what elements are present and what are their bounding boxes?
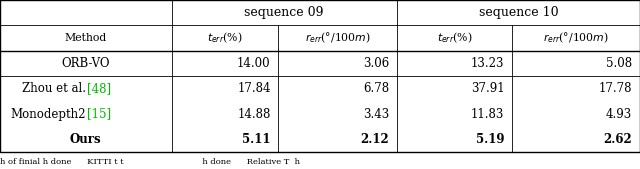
Text: Zhou et al.: Zhou et al. (22, 82, 86, 95)
Text: 17.84: 17.84 (237, 82, 271, 95)
Text: 3.06: 3.06 (363, 57, 389, 70)
Text: h of finial h done      KITTI t t                              h done      Relat: h of finial h done KITTI t t h done Rela… (0, 158, 300, 166)
Text: Method: Method (65, 33, 107, 43)
Text: [48]: [48] (87, 82, 111, 95)
Text: 14.88: 14.88 (237, 108, 271, 120)
Text: sequence 10: sequence 10 (479, 6, 558, 19)
Text: 5.11: 5.11 (242, 133, 271, 146)
Text: ORB-VO: ORB-VO (61, 57, 110, 70)
Text: sequence 09: sequence 09 (244, 6, 324, 19)
Text: Monodepth2: Monodepth2 (10, 108, 86, 120)
Text: 11.83: 11.83 (471, 108, 504, 120)
Text: 3.43: 3.43 (363, 108, 389, 120)
Text: $t_{err}$(%): $t_{err}$(%) (207, 31, 243, 45)
Text: $r_{err}$(°/100$m$): $r_{err}$(°/100$m$) (543, 31, 609, 45)
Text: [15]: [15] (87, 108, 111, 120)
Text: 5.08: 5.08 (606, 57, 632, 70)
Text: 2.12: 2.12 (360, 133, 389, 146)
Text: $t_{err}$(%): $t_{err}$(%) (436, 31, 472, 45)
Text: Ours: Ours (70, 133, 102, 146)
Text: 6.78: 6.78 (363, 82, 389, 95)
Text: 4.93: 4.93 (606, 108, 632, 120)
Text: $r_{err}$(°/100$m$): $r_{err}$(°/100$m$) (305, 31, 371, 45)
Text: 13.23: 13.23 (471, 57, 504, 70)
Text: 14.00: 14.00 (237, 57, 271, 70)
Text: 37.91: 37.91 (470, 82, 504, 95)
Text: 17.78: 17.78 (599, 82, 632, 95)
Text: 5.19: 5.19 (476, 133, 504, 146)
Text: 2.62: 2.62 (604, 133, 632, 146)
